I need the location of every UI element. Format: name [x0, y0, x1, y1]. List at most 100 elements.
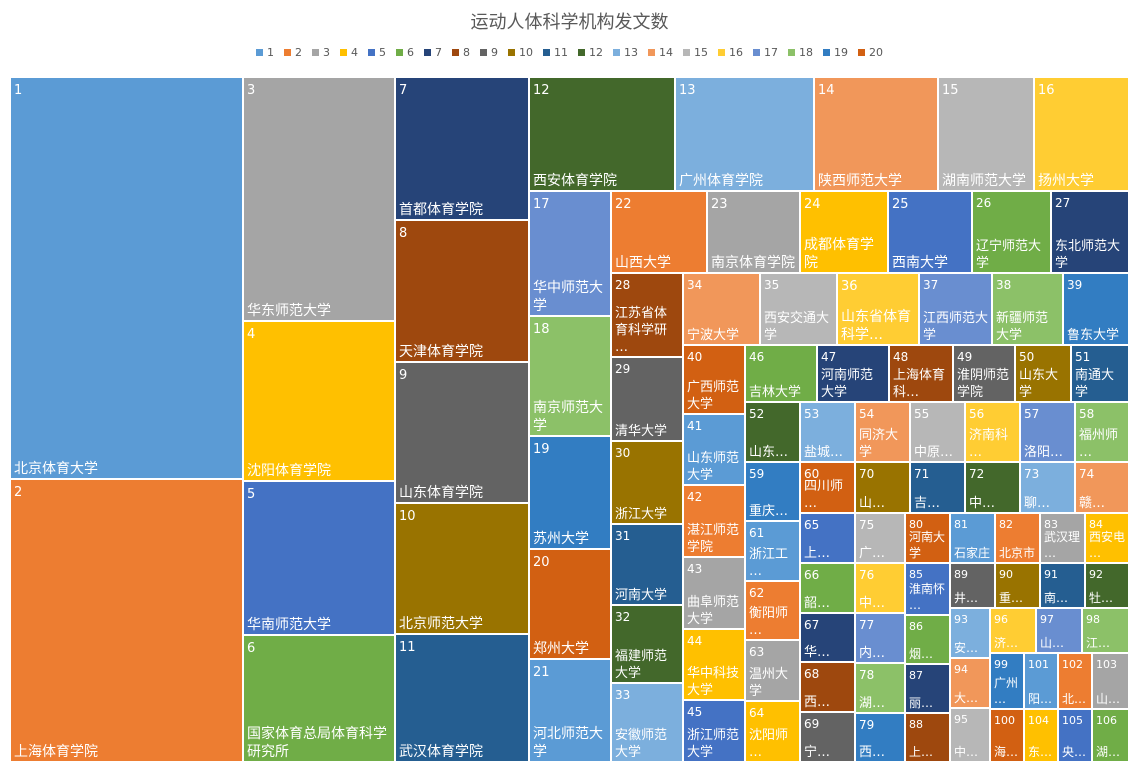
- cell-id-label: 75: [859, 518, 874, 532]
- legend-label: 7: [435, 46, 442, 59]
- cell-id-label: 54: [859, 407, 874, 421]
- cell-name-label: 淮阴师范学院: [957, 368, 1009, 400]
- treemap-cell-72: 72 中…: [964, 461, 1021, 514]
- cell-id-label: 88: [909, 718, 923, 731]
- treemap-cell-68: 68 西…: [799, 661, 856, 713]
- treemap-rect: [909, 461, 966, 514]
- treemap-cell-62: 62 衡阳师…: [744, 580, 801, 641]
- treemap-cell-38: 38 新疆师范大学: [991, 272, 1064, 346]
- treemap-cell-77: 77 内…: [854, 612, 906, 664]
- treemap-rect: [949, 562, 996, 609]
- treemap-rect: [989, 708, 1025, 763]
- cell-name-label: 海…: [994, 744, 1018, 759]
- cell-id-label: 3: [247, 83, 255, 98]
- treemap-rect: [799, 512, 856, 564]
- cell-name-label: 赣…: [1079, 496, 1105, 511]
- cell-id-label: 68: [804, 667, 819, 681]
- cell-id-label: 63: [749, 645, 764, 659]
- treemap-cell-46: 46 吉林大学: [744, 344, 818, 403]
- treemap-cell-74: 74 赣…: [1074, 461, 1130, 514]
- cell-name-label: 郑州大学: [533, 641, 589, 657]
- treemap-rect: [610, 604, 684, 684]
- treemap-cell-4: 4 沈阳体育学院: [242, 320, 396, 482]
- cell-id-label: 37: [923, 278, 938, 292]
- treemap-rect: [904, 712, 951, 763]
- legend-label: 4: [351, 46, 358, 59]
- legend-label: 19: [834, 46, 848, 59]
- treemap-rect: [887, 190, 973, 274]
- treemap-cell-18: 18 南京师范大学: [528, 315, 612, 437]
- cell-id-label: 101: [1028, 658, 1049, 671]
- cell-name-label: 成都体育学院: [804, 237, 874, 271]
- legend-swatch: [788, 49, 795, 56]
- legend-label: 5: [379, 46, 386, 59]
- cell-id-label: 61: [749, 526, 764, 540]
- treemap-rect: [394, 361, 530, 504]
- cell-name-label: 河北师范大学: [533, 725, 603, 760]
- legend-swatch: [312, 49, 319, 56]
- treemap-cell-70: 70 山…: [854, 461, 911, 514]
- cell-name-label: 安…: [954, 640, 978, 655]
- cell-id-label: 39: [1067, 278, 1082, 292]
- treemap-cell-49: 49 淮阴师范学院: [952, 344, 1016, 403]
- cell-name-label: 聊…: [1024, 496, 1050, 511]
- cell-name-label: 南…: [1044, 590, 1068, 605]
- cell-name-label: 同济大学: [859, 428, 898, 460]
- cell-name-label: 江西师范大学: [923, 311, 988, 343]
- legend-item-8: 8: [452, 46, 470, 59]
- treemap-cell-20: 20 郑州大学: [528, 548, 612, 660]
- cell-id-label: 43: [687, 562, 702, 576]
- treemap-rect: [528, 435, 612, 550]
- treemap-cell-40: 40 广西师范大学: [682, 344, 746, 415]
- treemap-cell-105: 105 央…: [1057, 708, 1093, 763]
- treemap-cell-53: 53 盐城…: [799, 401, 856, 463]
- cell-id-label: 78: [859, 668, 874, 682]
- cell-name-label: 国家体育总局体育科学研究所: [247, 725, 387, 760]
- legend-label: 10: [519, 46, 533, 59]
- cell-id-label: 23: [711, 197, 728, 212]
- treemap-cell-41: 41 山东师范大学: [682, 413, 746, 486]
- cell-id-label: 76: [859, 568, 874, 582]
- treemap-cell-14: 14 陕西师范大学: [813, 76, 939, 192]
- cell-name-label: 重…: [999, 591, 1023, 605]
- cell-id-label: 102: [1062, 658, 1083, 671]
- treemap-rect: [610, 440, 684, 525]
- treemap-cell-94: 94 大…: [949, 657, 991, 709]
- treemap-cell-37: 37 江西师范大学: [918, 272, 993, 346]
- cell-name-label: 鲁东大学: [1067, 327, 1119, 343]
- legend-item-7: 7: [424, 46, 442, 59]
- legend-label: 13: [624, 46, 638, 59]
- treemap-rect: [918, 272, 993, 346]
- cell-id-label: 33: [615, 688, 630, 702]
- legend-item-6: 6: [396, 46, 414, 59]
- legend-label: 18: [799, 46, 813, 59]
- treemap-rect: [937, 76, 1035, 192]
- cell-id-label: 56: [969, 407, 984, 421]
- treemap-rect: [816, 344, 890, 403]
- treemap-rect: [682, 556, 746, 630]
- cell-name-label: 湖…: [1096, 744, 1120, 759]
- legend-swatch: [648, 49, 655, 56]
- treemap-rect: [1091, 652, 1130, 710]
- treemap-rect: [242, 480, 396, 636]
- cell-name-label: 烟…: [909, 647, 933, 661]
- cell-name-label: 河南师范大学: [821, 367, 873, 400]
- legend-item-18: 18: [788, 46, 813, 59]
- cell-name-label: 西…: [859, 745, 885, 760]
- cell-name-label: 石家庄: [954, 545, 990, 560]
- cell-id-label: 2: [14, 485, 22, 500]
- treemap-cell-55: 55 中原…: [909, 401, 966, 463]
- treemap-rect: [964, 401, 1021, 463]
- treemap-cell-103: 103 山…: [1091, 652, 1130, 710]
- treemap-rect: [1057, 652, 1093, 710]
- treemap-rect: [682, 484, 746, 558]
- treemap-cell-43: 43 曲阜师范大学: [682, 556, 746, 630]
- cell-name-label: 广…: [859, 546, 885, 561]
- treemap-cell-24: 24 成都体育学院: [799, 190, 889, 274]
- treemap-rect: [394, 76, 530, 221]
- legend-label: 1: [267, 46, 274, 59]
- legend-label: 20: [869, 46, 883, 59]
- cell-name-label: 宁波大学: [687, 327, 739, 343]
- treemap-rect: [1019, 401, 1076, 463]
- legend-item-2: 2: [284, 46, 302, 59]
